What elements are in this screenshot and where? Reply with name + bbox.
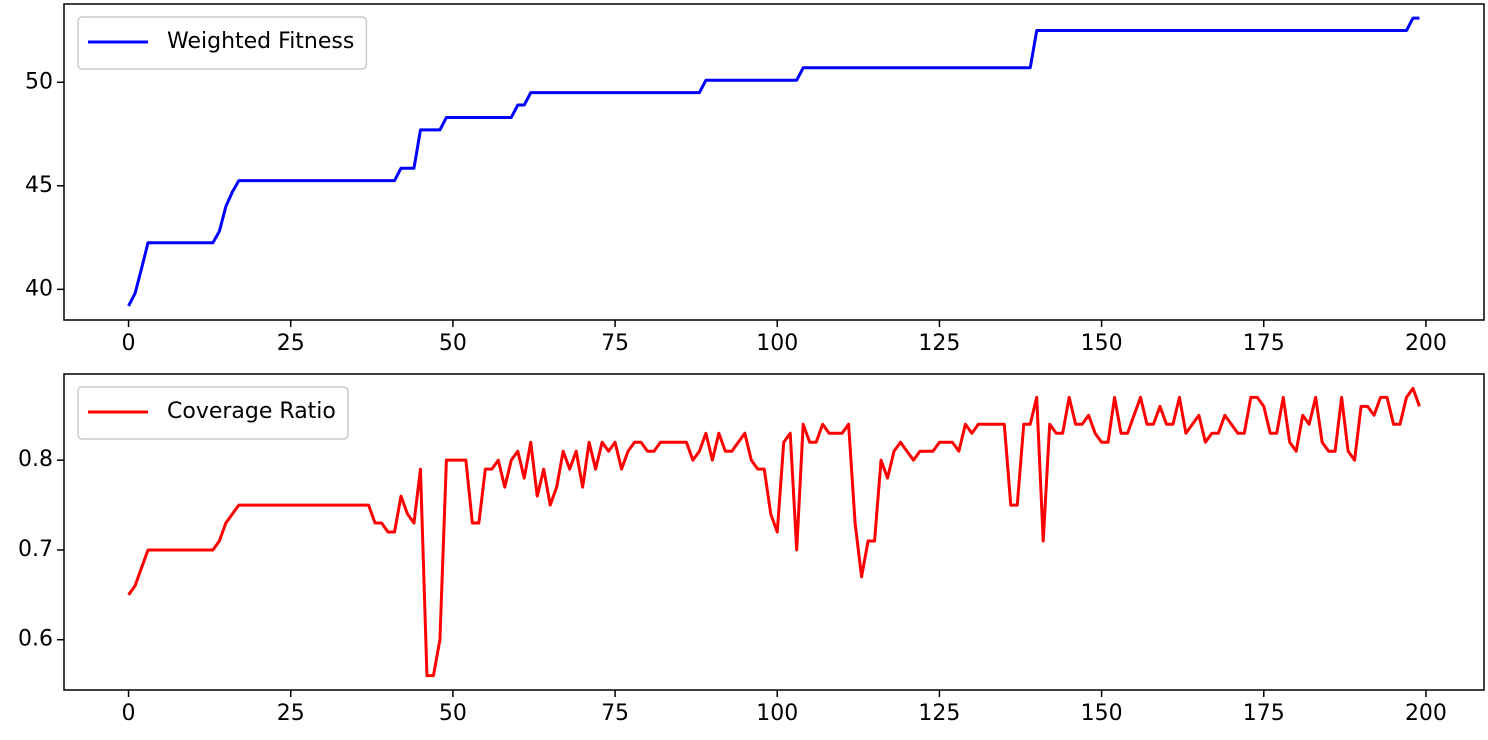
x-tick-label: 50 [439,701,467,726]
y-tick-label: 0.7 [18,537,53,562]
x-tick-label: 75 [601,331,629,356]
x-tick-label: 100 [756,331,798,356]
x-tick-label: 150 [1081,331,1123,356]
axes-frame [63,3,1485,321]
legend-frame [77,16,368,70]
x-tick-label: 125 [918,701,960,726]
legend-frame [77,386,349,440]
y-tick-label: 40 [25,276,53,301]
subplot: 0 25 50 75 100 125 150 175 200 0.6 0.7 0.8 Coverage … [18,373,1485,726]
legend-label: Coverage Ratio [167,399,336,424]
data-line [127,386,1421,678]
axes-frame [63,373,1485,691]
y-tick-label: 0.6 [18,627,53,652]
x-tick-label: 125 [918,331,960,356]
x-tick-label: 175 [1243,331,1285,356]
y-tick-label: 45 [25,173,53,198]
data-line [127,16,1420,307]
x-tick-label: 100 [756,701,798,726]
x-tick-label: 0 [122,701,136,726]
x-tick-label: 150 [1081,701,1123,726]
x-tick-label: 75 [601,701,629,726]
y-tick-label: 0.8 [18,447,53,472]
x-tick-label: 200 [1405,331,1447,356]
legend-label: Weighted Fitness [167,29,354,54]
x-tick-label: 25 [277,701,305,726]
x-tick-label: 25 [277,331,305,356]
legend: Coverage Ratio [77,386,349,440]
x-tick-label: 200 [1405,701,1447,726]
y-tick-label: 50 [25,69,53,94]
legend: Weighted Fitness [77,16,368,70]
x-tick-label: 50 [439,331,467,356]
x-tick-label: 175 [1243,701,1285,726]
x-tick-label: 0 [122,331,136,356]
subplot: 0 25 50 75 100 125 150 175 200 40 45 50 Weighted Fit… [25,3,1485,356]
